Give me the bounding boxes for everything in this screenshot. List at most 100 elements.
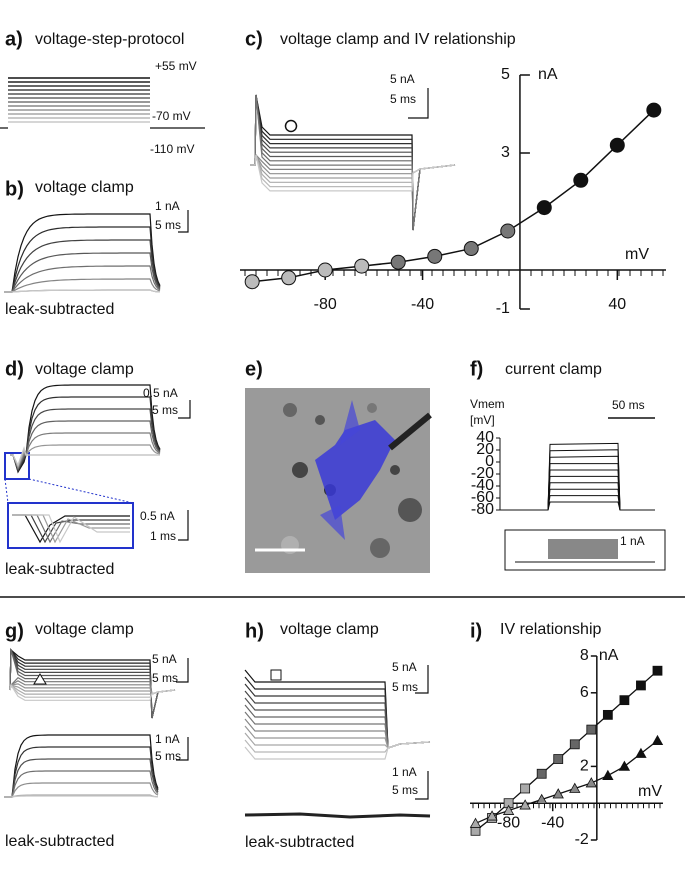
label: 5 nA (390, 72, 415, 86)
label: voltage-step-protocol (35, 31, 184, 48)
label: 5 nA (152, 652, 177, 666)
iv-square (586, 724, 597, 735)
trace (4, 782, 159, 798)
open-marker (284, 119, 298, 133)
iv-triangle (618, 760, 631, 771)
trace (244, 704, 431, 749)
label: -80 (314, 296, 337, 313)
scale-bar (415, 771, 429, 800)
iv-triangle (585, 777, 597, 788)
iv-triangle (536, 793, 548, 804)
scale-bar (178, 210, 189, 233)
iv-point (609, 137, 625, 153)
label: e) (245, 358, 263, 380)
label: -40 (471, 477, 494, 494)
trace (250, 94, 456, 231)
iv-point (500, 223, 516, 239)
label: [mV] (470, 413, 495, 427)
label: +55 mV (155, 59, 197, 73)
label: 5 ms (392, 680, 418, 694)
iv-square (553, 754, 564, 764)
label: 20 (476, 441, 494, 458)
label: b) (5, 178, 24, 200)
trace (4, 239, 161, 293)
iv-triangle (569, 782, 581, 793)
trace (250, 154, 456, 192)
trace (250, 153, 456, 175)
iv-point (536, 200, 552, 216)
iv-point (317, 262, 333, 278)
iv-point (427, 248, 443, 264)
label: g) (5, 620, 24, 642)
label: 2 (580, 758, 589, 775)
iv-triangle (519, 799, 531, 810)
label: 5 ms (390, 92, 416, 106)
label: IV relationship (500, 621, 601, 638)
label: 0.5 nA (140, 509, 175, 523)
label: leak-subtracted (5, 561, 114, 578)
trace (500, 449, 655, 511)
label: -1 (496, 300, 510, 317)
iv-point (463, 241, 479, 257)
label: f) (470, 358, 483, 380)
iv-point (244, 274, 260, 290)
scale-bar (176, 658, 189, 683)
scale-bar (178, 510, 189, 541)
trace (10, 408, 161, 472)
label: 50 ms (612, 398, 645, 412)
trace (12, 514, 130, 544)
iv-triangle (502, 804, 515, 815)
trace (4, 226, 161, 293)
iv-triangle (602, 769, 614, 780)
trace (4, 746, 159, 798)
trace (500, 482, 655, 511)
micrograph-content (255, 400, 432, 558)
label: voltage clamp (35, 621, 134, 638)
open-triangle (33, 673, 47, 685)
label: 1 nA (392, 765, 417, 779)
stim-box (504, 529, 666, 571)
iv-point (646, 102, 662, 118)
trace (4, 289, 161, 293)
trace (244, 697, 431, 749)
label: mV (625, 246, 649, 263)
label: 1 ms (150, 529, 176, 543)
trace (250, 153, 456, 174)
label: voltage clamp (280, 621, 379, 638)
scale-bar (415, 665, 429, 694)
label: 1 nA (620, 534, 645, 548)
label: 40 (608, 296, 626, 313)
label: 1 nA (155, 199, 180, 213)
iv-point (281, 270, 297, 286)
label: 5 (501, 66, 510, 83)
iv-triangle (635, 747, 647, 758)
label: -70 mV (152, 109, 191, 123)
label: 5 ms (152, 671, 178, 685)
trace (500, 442, 655, 511)
label: 0 (485, 453, 494, 470)
trace (250, 94, 456, 231)
trace (244, 732, 431, 749)
trace (4, 758, 159, 798)
iv-triangle (651, 734, 664, 746)
label: 5 nA (392, 660, 417, 674)
iv-square (536, 768, 547, 779)
trace (250, 94, 456, 231)
trace (244, 739, 431, 753)
trace (250, 94, 456, 231)
label: 6 (580, 684, 589, 701)
trace (10, 446, 160, 467)
label: -40 (541, 814, 564, 831)
trace (500, 463, 655, 511)
label: nA (599, 647, 619, 664)
label: 5 ms (392, 783, 418, 797)
trace (4, 213, 161, 293)
label: 5 ms (155, 218, 181, 232)
trace (244, 741, 431, 760)
label: 5 ms (152, 403, 178, 417)
trace (12, 514, 130, 544)
label: i) (470, 620, 482, 642)
iv-point (390, 254, 406, 270)
iv-line (252, 109, 655, 283)
iv-point (354, 258, 370, 274)
